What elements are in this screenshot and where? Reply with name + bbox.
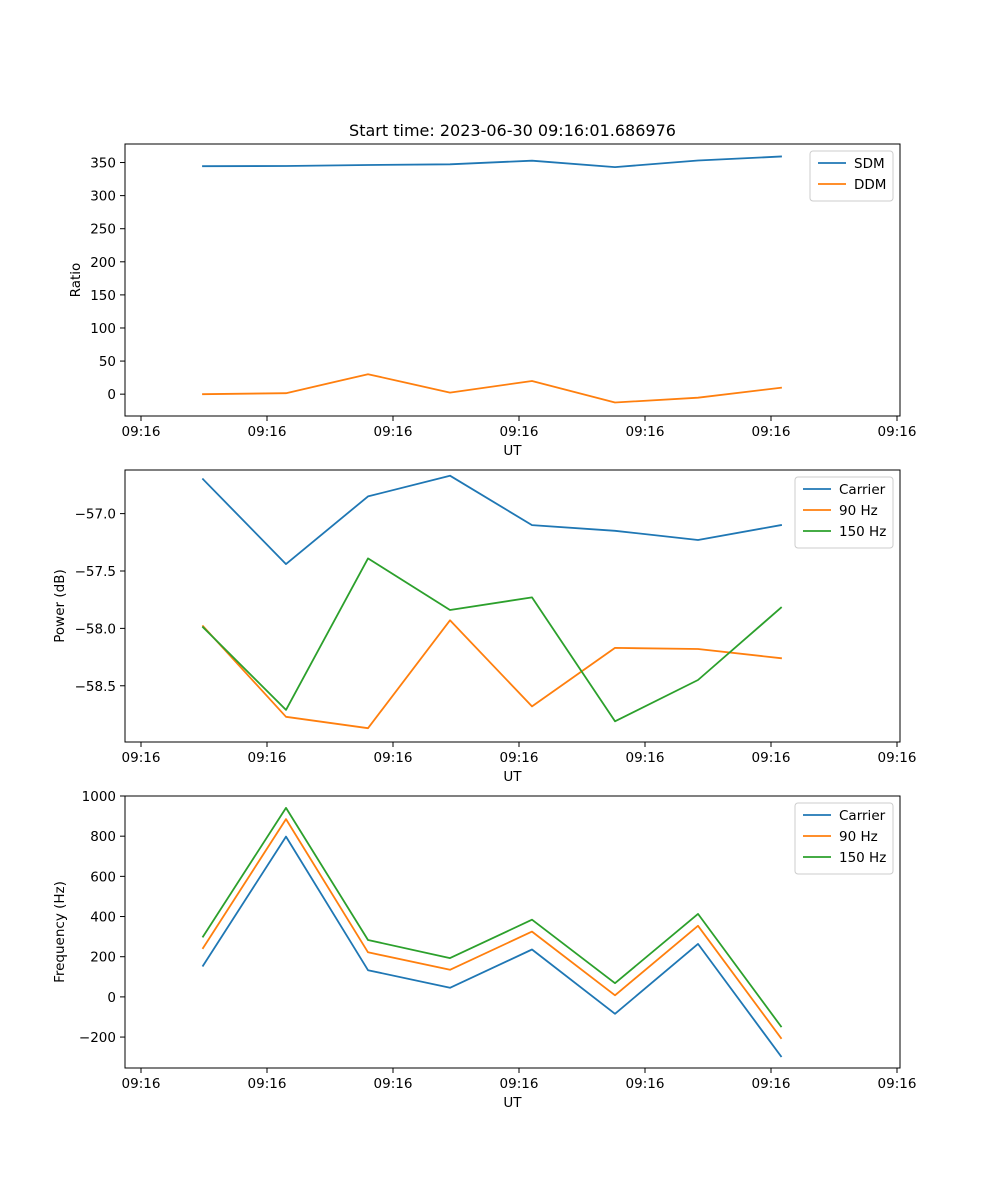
legend-entry-label: SDM [854,156,885,172]
series-line-150-hz [201,807,783,1028]
y-tick-label: 200 [90,255,116,271]
plot-frame [124,795,901,1069]
y-tick-label: 350 [90,156,116,172]
legend-entry-label: Carrier [839,482,886,498]
x-tick-label: 09:16 [374,750,413,766]
x-axis-label: UT [503,769,522,785]
y-tick-label: 0 [107,387,116,403]
legend: Carrier 90 Hz 150 Hz [794,476,894,549]
x-tick-label: 09:16 [248,750,287,766]
chart-panel-1: 09:16 09:16 09:16 09:16 09:16 09:16 09:16 0 50 10… [68,121,916,459]
x-tick-label: 09:16 [752,424,791,440]
y-tick-label: 300 [90,189,116,205]
x-tick-label: 09:16 [878,424,917,440]
x-tick-label: 09:16 [500,424,539,440]
chart-panel-2: 09:16 09:16 09:16 09:16 09:16 09:16 09:16 −58.5… [52,469,917,785]
x-tick-label: 09:16 [500,750,539,766]
x-tick-label: 09:16 [122,1076,161,1092]
x-tick-label: 09:16 [248,1076,287,1092]
legend: SDM DDM [809,150,894,202]
x-tick-label: 09:16 [752,1076,791,1092]
y-axis-label: Frequency (Hz) [52,881,68,983]
legend-entry-label: Carrier [839,808,886,824]
y-tick-label: −57.5 [75,564,116,580]
series-line-90-hz [201,818,783,1040]
x-tick-label: 09:16 [626,1076,665,1092]
y-tick-label: −57.0 [75,507,116,523]
chart-title: Start time: 2023-06-30 09:16:01.686976 [349,121,676,140]
x-tick-label: 09:16 [752,750,791,766]
y-tick-label: 200 [90,950,116,966]
legend-entry-label: 150 Hz [839,850,886,866]
y-tick-label: 800 [90,829,116,845]
y-axis-label: Power (dB) [52,569,68,642]
x-tick-label: 09:16 [122,750,161,766]
legend-entry-label: 90 Hz [839,829,878,845]
legend: Carrier 90 Hz 150 Hz [794,802,894,875]
y-tick-label: −58.0 [75,621,116,637]
x-tick-label: 09:16 [374,1076,413,1092]
x-tick-label: 09:16 [500,1076,539,1092]
series-line-ddm [202,373,783,404]
y-tick-label: 400 [90,910,116,926]
legend-entry-label: 150 Hz [839,524,886,540]
series-line-150-hz [201,557,783,723]
y-tick-label: 250 [90,222,116,238]
plot-frame [124,469,901,743]
y-tick-label: 150 [90,288,116,304]
y-axis-label: Ratio [68,263,84,298]
x-axis-label: UT [503,443,522,459]
y-tick-label: −58.5 [75,679,116,695]
series-line-sdm [202,155,782,169]
x-tick-label: 09:16 [878,750,917,766]
series-line-90-hz [201,619,782,730]
x-tick-label: 09:16 [626,750,665,766]
plot-frame [124,143,901,417]
x-tick-label: 09:16 [248,424,287,440]
legend-entry-label: 90 Hz [839,503,878,519]
x-axis-label: UT [503,1095,522,1111]
legend-entry-label: DDM [854,177,886,193]
y-tick-label: 600 [90,869,116,885]
y-tick-label: 50 [99,354,116,370]
y-tick-label: 100 [90,321,116,337]
x-tick-label: 09:16 [374,424,413,440]
series-line-carrier [201,474,783,565]
chart-panel-3: 09:16 09:16 09:16 09:16 09:16 09:16 09:16 −200 0… [52,789,916,1111]
x-tick-label: 09:16 [878,1076,917,1092]
x-tick-label: 09:16 [626,424,665,440]
y-tick-label: 1000 [82,789,116,805]
y-tick-label: −200 [79,1030,116,1046]
series-line-carrier [201,835,783,1058]
x-tick-label: 09:16 [122,424,161,440]
y-tick-label: 0 [107,990,116,1006]
